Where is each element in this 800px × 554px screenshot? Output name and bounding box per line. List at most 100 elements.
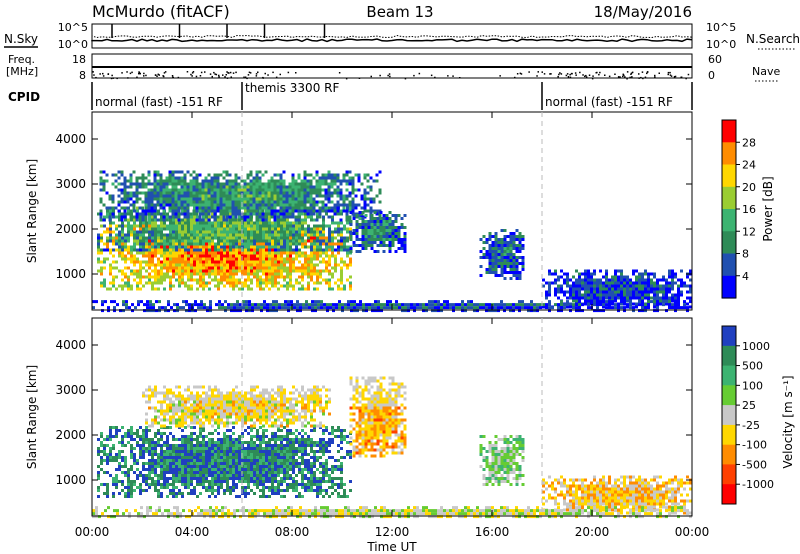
heatmap-cell: [223, 221, 226, 225]
heatmap-cell: [202, 254, 205, 258]
heatmap-cell: [313, 224, 316, 228]
heatmap-cell: [349, 284, 352, 288]
heatmap-cell: [337, 263, 340, 267]
heatmap-cell: [220, 269, 223, 273]
nave-dot: [646, 72, 648, 75]
heatmap-cell: [304, 287, 307, 291]
heatmap-cell: [139, 486, 142, 489]
heatmap-cell: [142, 260, 145, 264]
heatmap-cell: [295, 233, 298, 237]
heatmap-cell: [181, 257, 184, 261]
heatmap-cell: [342, 176, 346, 180]
heatmap-cell: [336, 185, 340, 189]
heatmap-cell: [488, 309, 491, 313]
heatmap-cell: [304, 272, 307, 276]
heatmap-cell: [121, 227, 124, 231]
heatmap-cell: [271, 254, 274, 258]
heatmap-cell: [294, 191, 298, 195]
heatmap-cell: [171, 200, 175, 204]
heatmap-cell: [106, 230, 109, 234]
heatmap-cell: [154, 266, 157, 270]
heatmap-cell: [211, 257, 214, 261]
heatmap-cell: [283, 284, 286, 288]
nave-dot: [622, 75, 624, 78]
heatmap-cell: [253, 227, 256, 231]
heatmap-cell: [186, 203, 190, 207]
heatmap-cell: [198, 206, 202, 210]
heatmap-cell: [208, 266, 211, 270]
heatmap-cell: [133, 224, 136, 228]
heatmap-cell: [578, 278, 581, 282]
heatmap-cell: [325, 263, 328, 267]
heatmap-cell: [202, 215, 205, 219]
heatmap-cell: [584, 296, 587, 300]
heatmap-cell: [346, 221, 349, 225]
heatmap-cell: [656, 278, 659, 282]
heatmap-cell: [177, 197, 181, 201]
heatmap-cell: [301, 266, 304, 270]
heatmap-cell: [255, 206, 259, 210]
heatmap-cell: [355, 229, 359, 232]
heatmap-cell: [277, 221, 280, 225]
heatmap-cell: [316, 230, 319, 234]
heatmap-cell: [249, 209, 253, 213]
heatmap-cell: [187, 278, 190, 282]
heatmap-cell: [554, 287, 557, 291]
heatmap-cell: [154, 221, 157, 225]
heatmap-cell: [127, 492, 130, 495]
heatmap-cell: [614, 296, 617, 300]
heatmap-cell: [235, 242, 238, 246]
heatmap-cell: [250, 260, 253, 264]
heatmap-cell: [204, 203, 208, 207]
heatmap-cell: [156, 173, 160, 177]
nave-dot: [638, 73, 640, 75]
heatmap-cell: [214, 236, 217, 240]
heatmap-cell: [160, 239, 163, 243]
heatmap-cell: [223, 236, 226, 240]
heatmap-cell: [120, 197, 124, 201]
heatmap-cell: [201, 185, 205, 189]
heatmap-cell: [144, 176, 148, 180]
heatmap-cell: [256, 239, 259, 243]
heatmap-cell: [258, 179, 262, 183]
heatmap-cell: [184, 242, 187, 246]
heatmap-cell: [169, 278, 172, 282]
heatmap-cell: [172, 251, 175, 255]
heatmap-cell: [572, 287, 575, 291]
heatmap-cell: [109, 432, 112, 435]
heatmap-cell: [243, 194, 247, 198]
heatmap-cell: [276, 182, 280, 186]
heatmap-cell: [310, 242, 313, 246]
heatmap-cell: [391, 214, 395, 217]
heatmap-cell: [385, 229, 389, 232]
heatmap-cell: [127, 221, 130, 225]
heatmap-cell: [569, 302, 572, 306]
date-label: 18/May/2016: [594, 3, 692, 21]
heatmap-cell: [284, 306, 287, 310]
heatmap-cell: [228, 191, 232, 195]
nave-dot: [560, 73, 563, 75]
heatmap-cell: [126, 200, 130, 204]
heatmap-cell: [518, 262, 522, 265]
heatmap-cell: [112, 426, 115, 429]
heatmap-cell: [133, 248, 136, 252]
heatmap-cell: [470, 303, 473, 307]
heatmap-cell: [345, 194, 349, 198]
heatmap-cell: [395, 303, 398, 307]
nave-dot: [138, 71, 141, 74]
heatmap-cell: [521, 303, 524, 307]
heatmap-cell: [238, 236, 241, 240]
heatmap-cell: [611, 281, 614, 285]
heatmap-cell: [129, 212, 133, 216]
heatmap-cell: [325, 239, 328, 243]
heatmap-cell: [256, 230, 259, 234]
heatmap-cell: [518, 235, 522, 238]
heatmap-cell: [106, 459, 109, 462]
heatmap-cell: [130, 468, 133, 471]
heatmap-cell: [410, 306, 413, 310]
heatmap-cell: [135, 185, 139, 189]
heatmap-cell: [231, 197, 235, 201]
heatmap-cell: [106, 456, 109, 459]
heatmap-cell: [334, 248, 337, 252]
cpid-strip: CPID normal (fast) -151 RF themis 3300 R…: [8, 81, 693, 110]
